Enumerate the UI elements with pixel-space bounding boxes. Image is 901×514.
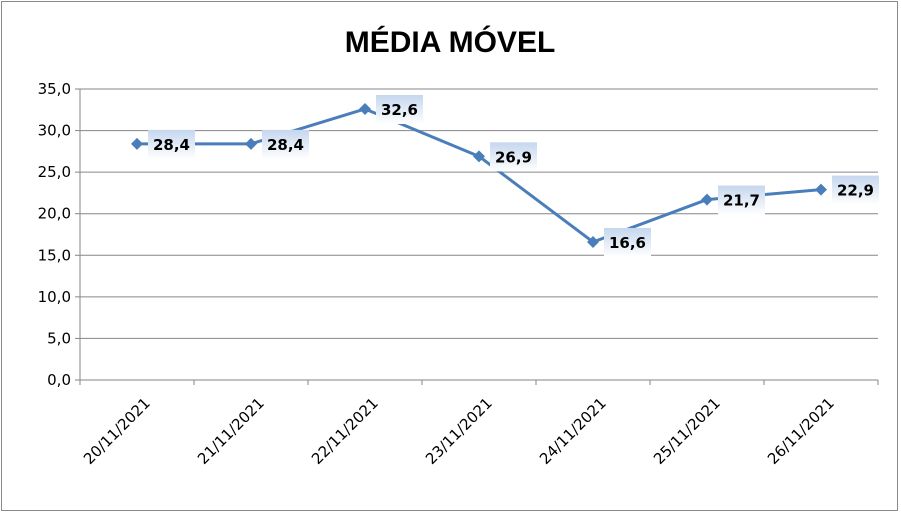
y-tick-label: 10,0 xyxy=(38,288,71,306)
data-label: 22,9 xyxy=(837,182,874,200)
series-line xyxy=(137,107,822,244)
data-point-marker xyxy=(245,137,257,150)
data-label-box xyxy=(262,129,309,159)
data-label-box xyxy=(718,185,765,215)
x-tick-label: 25/11/2021 xyxy=(650,394,724,468)
x-tick-label: 21/11/2021 xyxy=(194,394,268,468)
data-point-marker xyxy=(131,137,143,150)
x-tick-label: 26/11/2021 xyxy=(764,394,838,468)
y-tick-label: 25,0 xyxy=(38,163,71,181)
data-label: 28,4 xyxy=(153,136,190,154)
data-label-box xyxy=(832,175,879,205)
data-label-box xyxy=(376,94,423,124)
data-label: 28,4 xyxy=(267,136,304,154)
x-tick-label: 22/11/2021 xyxy=(308,394,382,468)
data-label-box xyxy=(490,142,537,172)
data-label: 26,9 xyxy=(495,148,532,166)
chart-title: MÉDIA MÓVEL xyxy=(345,25,556,59)
x-tick-label: 20/11/2021 xyxy=(80,394,154,468)
data-label-box xyxy=(148,129,195,159)
y-tick-label: 20,0 xyxy=(38,205,71,223)
data-label: 16,6 xyxy=(609,234,646,252)
y-tick-label: 35,0 xyxy=(38,80,71,98)
y-tick-label: 0,0 xyxy=(47,371,71,389)
data-point-marker xyxy=(701,193,713,206)
y-tick-label: 5,0 xyxy=(47,329,71,347)
data-label: 21,7 xyxy=(723,192,760,210)
data-label-box xyxy=(604,227,651,257)
data-point-marker xyxy=(473,150,485,163)
data-point-marker xyxy=(815,183,827,196)
y-tick-label: 30,0 xyxy=(38,122,71,140)
data-point-marker xyxy=(587,235,599,248)
y-tick-label: 15,0 xyxy=(38,246,71,264)
data-label: 32,6 xyxy=(381,101,418,119)
data-point-marker xyxy=(359,102,371,115)
x-tick-label: 24/11/2021 xyxy=(536,394,610,468)
x-tick-label: 23/11/2021 xyxy=(422,394,496,468)
